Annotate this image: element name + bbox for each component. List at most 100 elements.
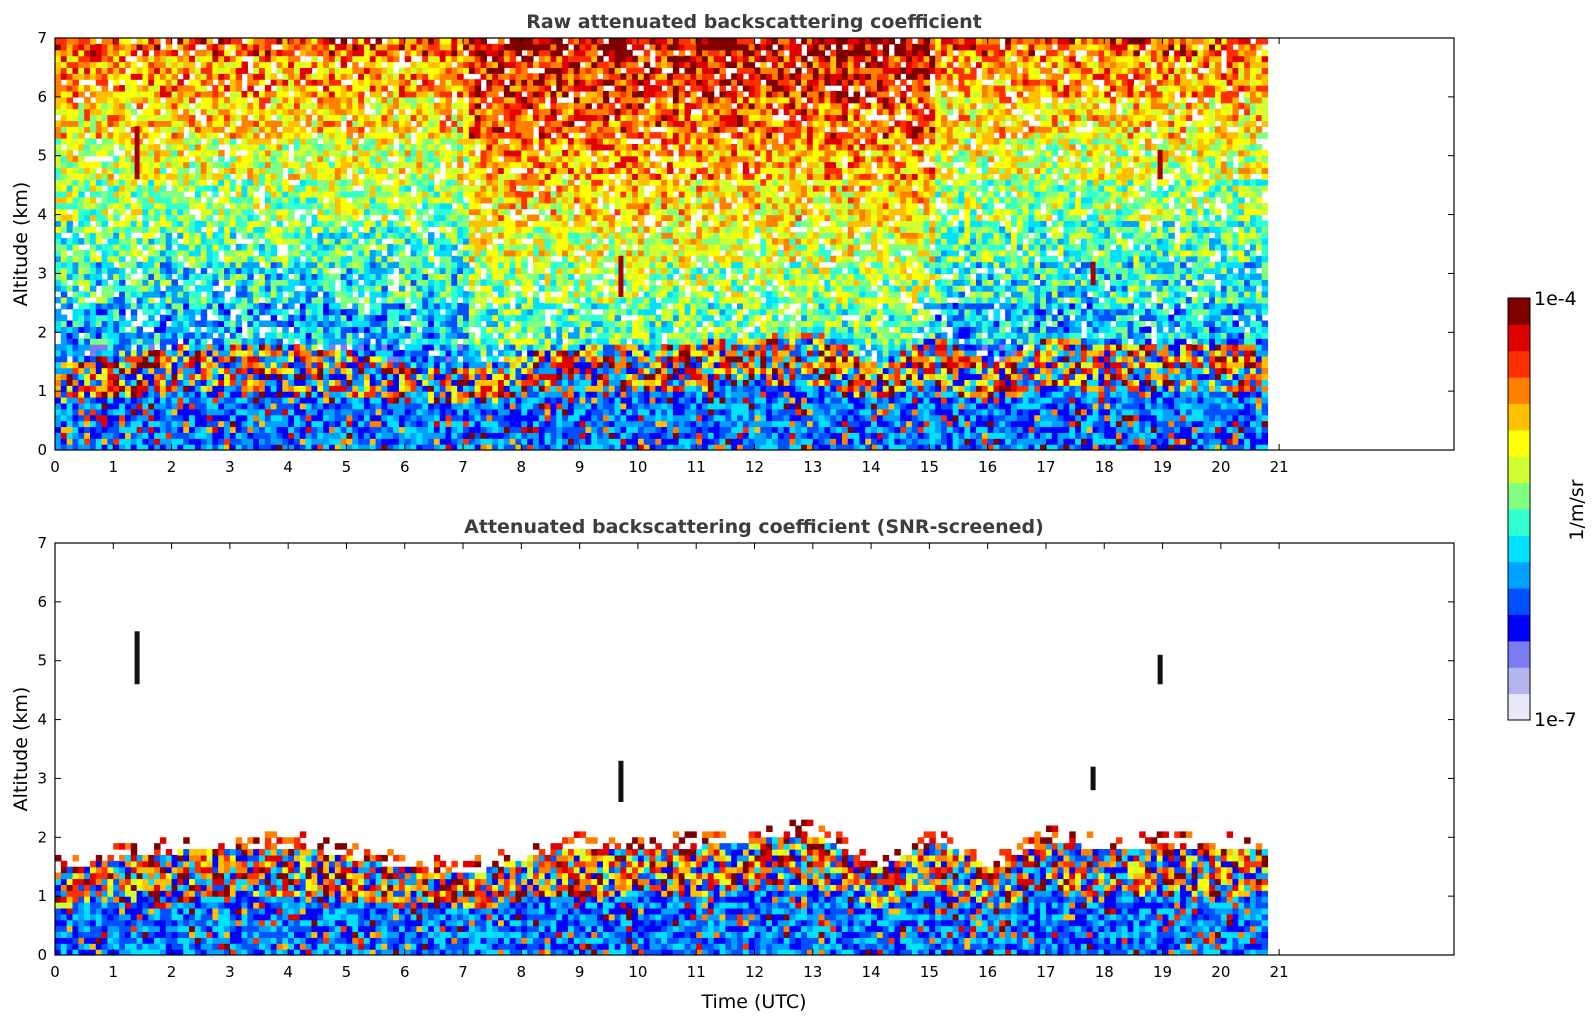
heatmap-cell <box>101 114 109 121</box>
heatmap-cell <box>189 361 196 369</box>
heatmap-cell <box>433 67 441 74</box>
heatmap-cell <box>206 408 213 416</box>
heatmap-cell <box>60 361 68 369</box>
heatmap-cell <box>375 167 383 174</box>
heatmap-cell <box>113 202 120 210</box>
heatmap-cell <box>404 408 412 416</box>
heatmap-cell <box>165 267 173 275</box>
heatmap-cell <box>457 438 464 445</box>
heatmap-cell <box>241 267 248 275</box>
heatmap-cell <box>276 379 283 386</box>
heatmap-cell <box>323 279 330 286</box>
heatmap-cell <box>130 444 138 450</box>
heatmap-cell <box>130 385 138 392</box>
heatmap-cell <box>498 179 505 186</box>
heatmap-cell <box>503 279 511 286</box>
heatmap-cell <box>229 90 237 98</box>
heatmap-cell <box>107 73 114 80</box>
heatmap-cell <box>363 432 371 439</box>
heatmap-cell <box>78 191 85 198</box>
heatmap-cell <box>113 108 120 116</box>
heatmap-cell <box>387 296 394 304</box>
heatmap-cell <box>171 397 179 404</box>
heatmap-cell <box>398 179 406 186</box>
heatmap-cell <box>124 367 132 375</box>
heatmap-cell <box>486 67 493 74</box>
heatmap-cell <box>276 79 283 86</box>
heatmap-cell <box>136 338 144 345</box>
heatmap-cell <box>486 90 493 98</box>
heatmap-cell <box>428 314 435 322</box>
heatmap-cell <box>311 397 318 404</box>
heatmap-cell <box>60 43 68 51</box>
heatmap-cell <box>84 302 91 310</box>
heatmap-cell <box>89 161 97 169</box>
heatmap-cell <box>492 408 499 416</box>
heatmap-cell <box>229 149 237 157</box>
heatmap-cell <box>89 55 97 63</box>
heatmap-cell <box>171 249 179 257</box>
heatmap-cell <box>224 132 231 139</box>
heatmap-cell <box>165 214 173 222</box>
heatmap-cell <box>474 67 482 74</box>
heatmap-cell <box>457 279 464 286</box>
heatmap-cell <box>463 214 470 222</box>
heatmap-cell <box>294 73 301 80</box>
heatmap-cell <box>328 132 336 139</box>
heatmap-cell <box>194 202 202 210</box>
heatmap-cell <box>107 291 114 298</box>
heatmap-cell <box>183 402 190 410</box>
heatmap-cell <box>136 226 144 233</box>
heatmap-cell <box>130 67 138 74</box>
heatmap-cell <box>229 185 237 192</box>
heatmap-cell <box>346 43 353 51</box>
heatmap-cell <box>72 132 79 139</box>
heatmap-cell <box>369 191 377 198</box>
heatmap-cell <box>159 73 167 80</box>
heatmap-cell <box>253 338 260 345</box>
heatmap-cell <box>165 273 173 280</box>
heatmap-cell <box>323 444 330 450</box>
heatmap-cell <box>154 173 161 180</box>
heatmap-cell <box>503 308 511 316</box>
heatmap-cell <box>486 79 493 86</box>
heatmap-cell <box>381 320 388 327</box>
heatmap-cell <box>439 196 447 204</box>
heatmap-cell <box>72 444 79 450</box>
heatmap-cell <box>253 285 260 292</box>
heatmap-cell <box>486 373 493 380</box>
heatmap-cell <box>323 96 330 104</box>
heatmap-cell <box>72 238 79 245</box>
heatmap-cell <box>305 244 313 251</box>
heatmap-cell <box>60 373 68 380</box>
heatmap-cell <box>224 238 231 245</box>
heatmap-cell <box>276 108 283 116</box>
heatmap-cell <box>393 73 400 80</box>
heatmap-cell <box>107 108 114 116</box>
heatmap-cell <box>177 373 184 380</box>
heatmap-cell <box>101 196 109 204</box>
heatmap-cell <box>457 43 464 51</box>
heatmap-cell <box>346 120 353 127</box>
heatmap-cell <box>142 208 149 216</box>
heatmap-cell <box>60 61 68 69</box>
heatmap-cell <box>159 291 167 298</box>
heatmap-cell <box>189 367 196 375</box>
heatmap-cell <box>363 391 371 398</box>
heatmap-cell <box>189 296 196 304</box>
heatmap-cell <box>428 155 435 163</box>
heatmap-cell <box>323 397 330 404</box>
heatmap-cell <box>428 426 435 433</box>
heatmap-cell <box>328 344 336 351</box>
heatmap-cell <box>113 73 120 80</box>
heatmap-cell <box>375 408 383 416</box>
heatmap-cell <box>305 49 313 57</box>
heatmap-cell <box>200 220 208 227</box>
heatmap-cell <box>410 344 418 351</box>
heatmap-cell <box>457 255 464 263</box>
heatmap-cell <box>305 302 313 310</box>
heatmap-cell <box>84 232 91 239</box>
heatmap-cell <box>439 38 447 45</box>
heatmap-cell <box>218 367 225 375</box>
heatmap-cell <box>194 120 202 127</box>
